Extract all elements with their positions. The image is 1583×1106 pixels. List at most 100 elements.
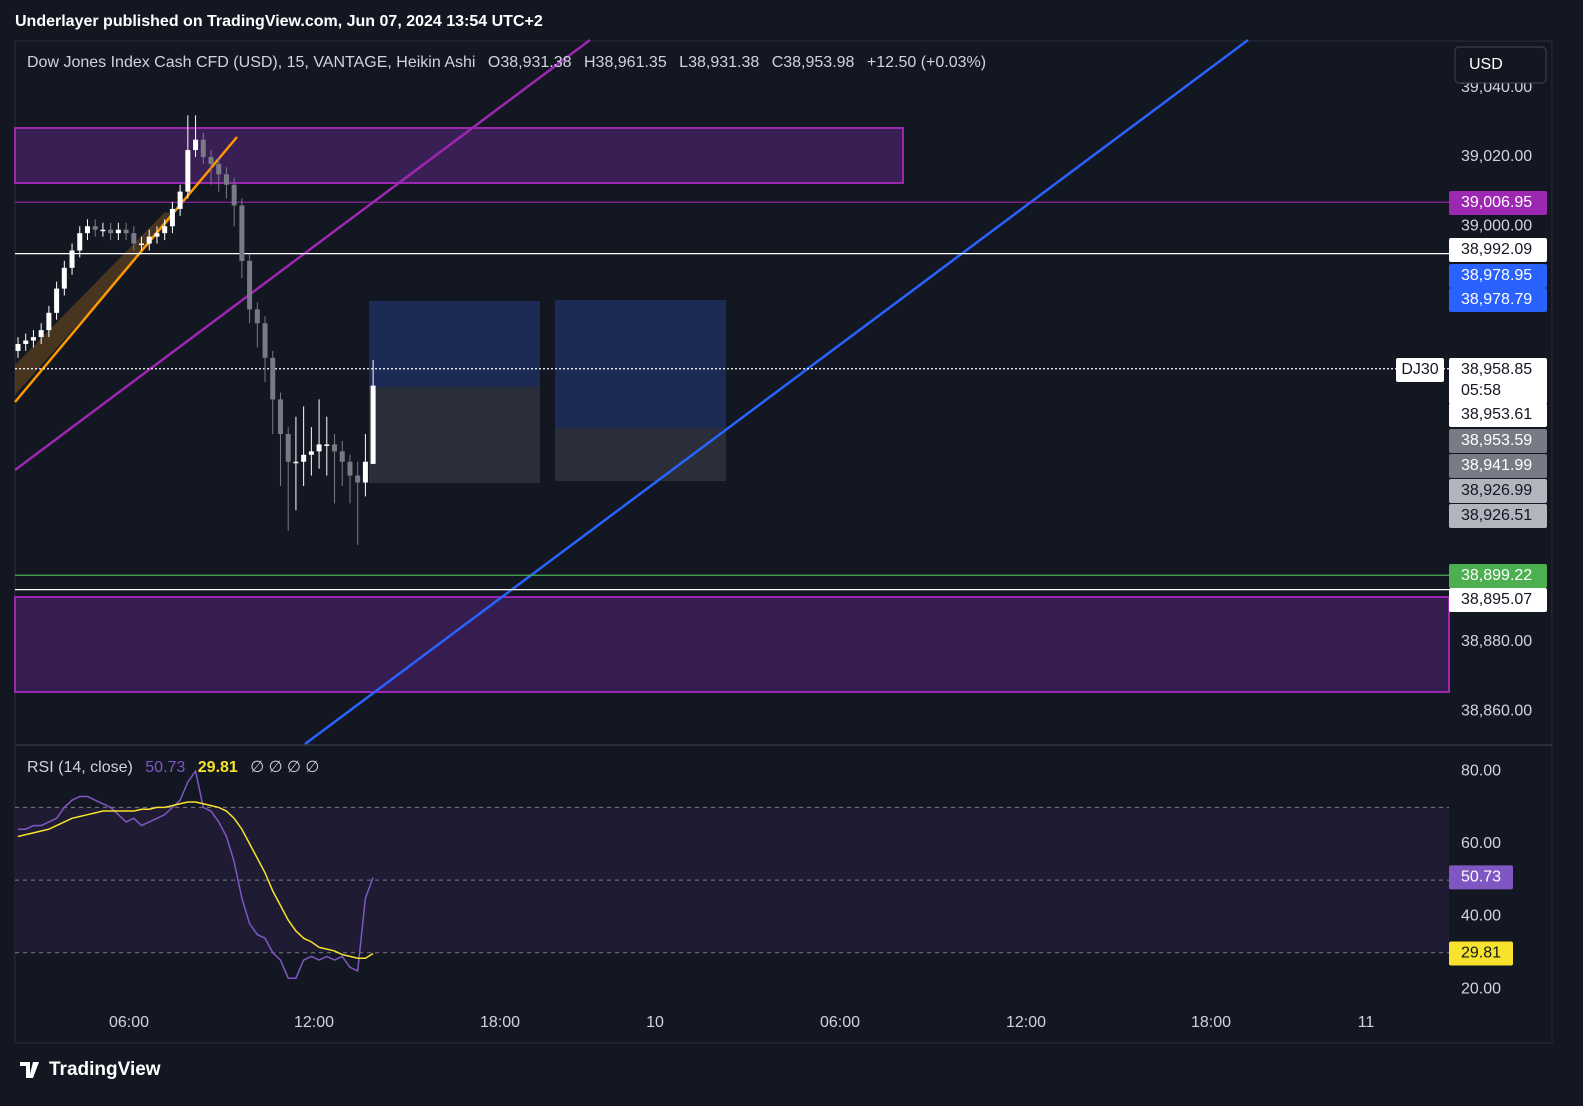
candle-body [347, 461, 353, 476]
target-box [555, 300, 726, 428]
price-label: 38,958.85 [1461, 361, 1532, 378]
legend-title: Dow Jones Index Cash CFD (USD), 15, VANT… [27, 54, 475, 71]
price-label-box [1449, 238, 1547, 262]
candle-body [316, 444, 322, 452]
candle-body [46, 312, 52, 331]
rsi-label: 50.73 [1461, 869, 1501, 886]
candle-body [247, 260, 253, 310]
currency-button[interactable]: USD [1469, 56, 1503, 73]
published-header: Underlayer published on TradingView.com,… [15, 13, 543, 30]
legend-value: C38,953.98 [772, 54, 855, 71]
legend-value: +12.50 (+0.03%) [867, 54, 986, 71]
target-box [369, 301, 540, 387]
price-label-box [1449, 429, 1547, 453]
price-label: 38,941.99 [1461, 457, 1532, 474]
candle-body [262, 323, 268, 358]
price-label: 38,895.07 [1461, 591, 1532, 608]
candle-body [293, 461, 299, 464]
legend-value: 50.73 [145, 759, 185, 776]
candle-body [339, 451, 345, 462]
price-label: 38,926.51 [1461, 507, 1532, 524]
supply-zone [14, 127, 904, 184]
candle-body [169, 208, 175, 227]
y-tick-label: 60.00 [1461, 835, 1501, 852]
price-label: 38,978.79 [1461, 291, 1532, 308]
price-label: 38,899.22 [1461, 567, 1532, 584]
candle-body [324, 444, 330, 446]
stop-box [369, 387, 540, 483]
x-tick-label: 06:00 [820, 1014, 860, 1031]
candle-body [193, 139, 199, 151]
x-tick-label: 18:00 [1191, 1014, 1231, 1031]
price-label-box [1449, 479, 1547, 503]
candle-body [370, 385, 376, 464]
trend-line [304, 38, 1249, 746]
candle-body [162, 226, 168, 234]
candle-body [38, 330, 44, 338]
candle-body [100, 229, 106, 232]
candle-body [362, 461, 368, 483]
x-tick-label: 11 [1358, 1014, 1375, 1031]
x-tick-label: 12:00 [294, 1014, 334, 1031]
y-tick-label: 39,000.00 [1461, 217, 1532, 234]
currency-button-box [1454, 46, 1547, 84]
legend-na: ∅ ∅ ∅ ∅ [250, 759, 319, 776]
price-label: 38,992.09 [1461, 241, 1532, 258]
rsi-legend: RSI (14, close) 50.73 29.81 ∅ ∅ ∅ ∅ [27, 759, 319, 776]
candle-body [131, 233, 137, 244]
legend-value: O38,931.38 [488, 54, 572, 71]
y-tick-label: 20.00 [1461, 980, 1501, 997]
legend-title: RSI (14, close) [27, 759, 133, 776]
candle-body [77, 233, 83, 251]
candle-body [30, 337, 36, 341]
candle-body [23, 340, 29, 344]
candle-body [254, 309, 260, 324]
candle-body [223, 174, 229, 185]
candle-body [355, 475, 361, 483]
y-tick-label: 38,860.00 [1461, 702, 1532, 719]
candle-body [308, 451, 314, 455]
y-tick-label: 39,020.00 [1461, 148, 1532, 165]
legend: Dow Jones Index Cash CFD (USD), 15, VANT… [27, 54, 986, 71]
price-label-box [1449, 588, 1547, 612]
candle-body [115, 229, 121, 234]
candle-body [177, 191, 183, 209]
x-tick-label: 12:00 [1006, 1014, 1046, 1031]
candle-body [108, 229, 114, 234]
drawings [14, 38, 1450, 746]
candle-body [84, 226, 90, 234]
rsi-label-box [1449, 941, 1513, 966]
demand-zone [14, 596, 1450, 693]
candle-body [277, 399, 283, 435]
brand-logo [20, 1062, 39, 1078]
legend-value: H38,961.35 [584, 54, 667, 71]
price-label: 38,953.61 [1461, 406, 1532, 423]
trend-line [14, 38, 591, 472]
countdown: 05:58 [1461, 382, 1501, 399]
candle-body [15, 343, 21, 351]
candle-body [54, 288, 60, 313]
price-label-box [1449, 403, 1547, 427]
candle-body [61, 267, 67, 289]
price-label: 38,978.95 [1461, 267, 1532, 284]
candle-body [239, 205, 245, 261]
x-tick-label: 18:00 [480, 1014, 520, 1031]
candle-body [92, 226, 98, 230]
stop-box [555, 428, 726, 481]
candle-body [208, 156, 214, 164]
price-label-box [1449, 564, 1547, 588]
price-label: 38,926.99 [1461, 482, 1532, 499]
candle-body [123, 229, 129, 234]
trend-line [14, 136, 238, 403]
candle-body [154, 233, 160, 237]
candle-body [285, 434, 291, 462]
candle-body [216, 163, 222, 175]
price-label-box [1449, 288, 1547, 312]
price-label-box [1449, 504, 1547, 528]
candle-body [139, 243, 145, 246]
symbol-tag: DJ30 [1401, 361, 1438, 378]
candle-body [332, 444, 338, 452]
price-label: 38,953.59 [1461, 432, 1532, 449]
rsi-label-box [1449, 865, 1513, 890]
